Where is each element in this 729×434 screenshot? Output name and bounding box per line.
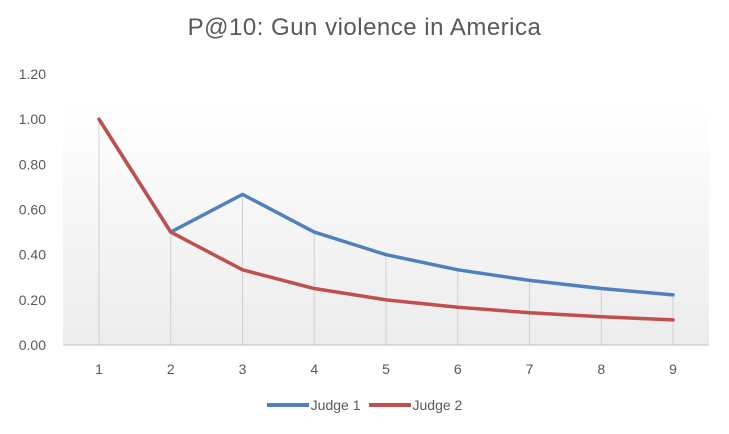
series-line-judge-2 (97, 117, 675, 322)
legend-swatch-judge-1 (266, 403, 309, 407)
legend: Judge 1 Judge 2 (0, 397, 729, 413)
series-line-judge-1 (97, 117, 675, 297)
x-tick-label: 5 (382, 361, 390, 377)
x-tick-label: 7 (526, 361, 534, 377)
x-tick-label: 6 (454, 361, 462, 377)
legend-item-judge-2: Judge 2 (368, 397, 463, 413)
x-tick-label: 9 (669, 361, 677, 377)
y-tick-label: 0.60 (19, 202, 46, 218)
legend-label-judge-2: Judge 2 (412, 397, 463, 413)
y-tick-label: 1.00 (19, 111, 46, 127)
x-tick-label: 4 (310, 361, 318, 377)
x-tick-label: 8 (597, 361, 605, 377)
legend-swatch-judge-2 (368, 403, 411, 407)
y-tick-label: 0.20 (19, 292, 46, 308)
y-axis: 0.00 0.20 0.40 0.60 0.80 1.00 1.20 (19, 66, 46, 353)
series-group (97, 117, 675, 322)
x-tick-label: 2 (167, 361, 175, 377)
legend-label-judge-1: Judge 1 (310, 397, 361, 413)
y-tick-label: 1.20 (19, 66, 46, 82)
y-tick-label: 0.40 (19, 247, 46, 263)
y-tick-label: 0.00 (19, 337, 46, 353)
chart-title: P@10: Gun violence in America (187, 14, 542, 41)
y-tick-label: 0.80 (19, 156, 46, 172)
x-tick-label: 1 (95, 361, 103, 377)
legend-item-judge-1: Judge 1 (266, 397, 361, 413)
x-tick-label: 3 (239, 361, 247, 377)
x-axis: 1 2 3 4 5 6 7 8 9 (95, 361, 677, 377)
